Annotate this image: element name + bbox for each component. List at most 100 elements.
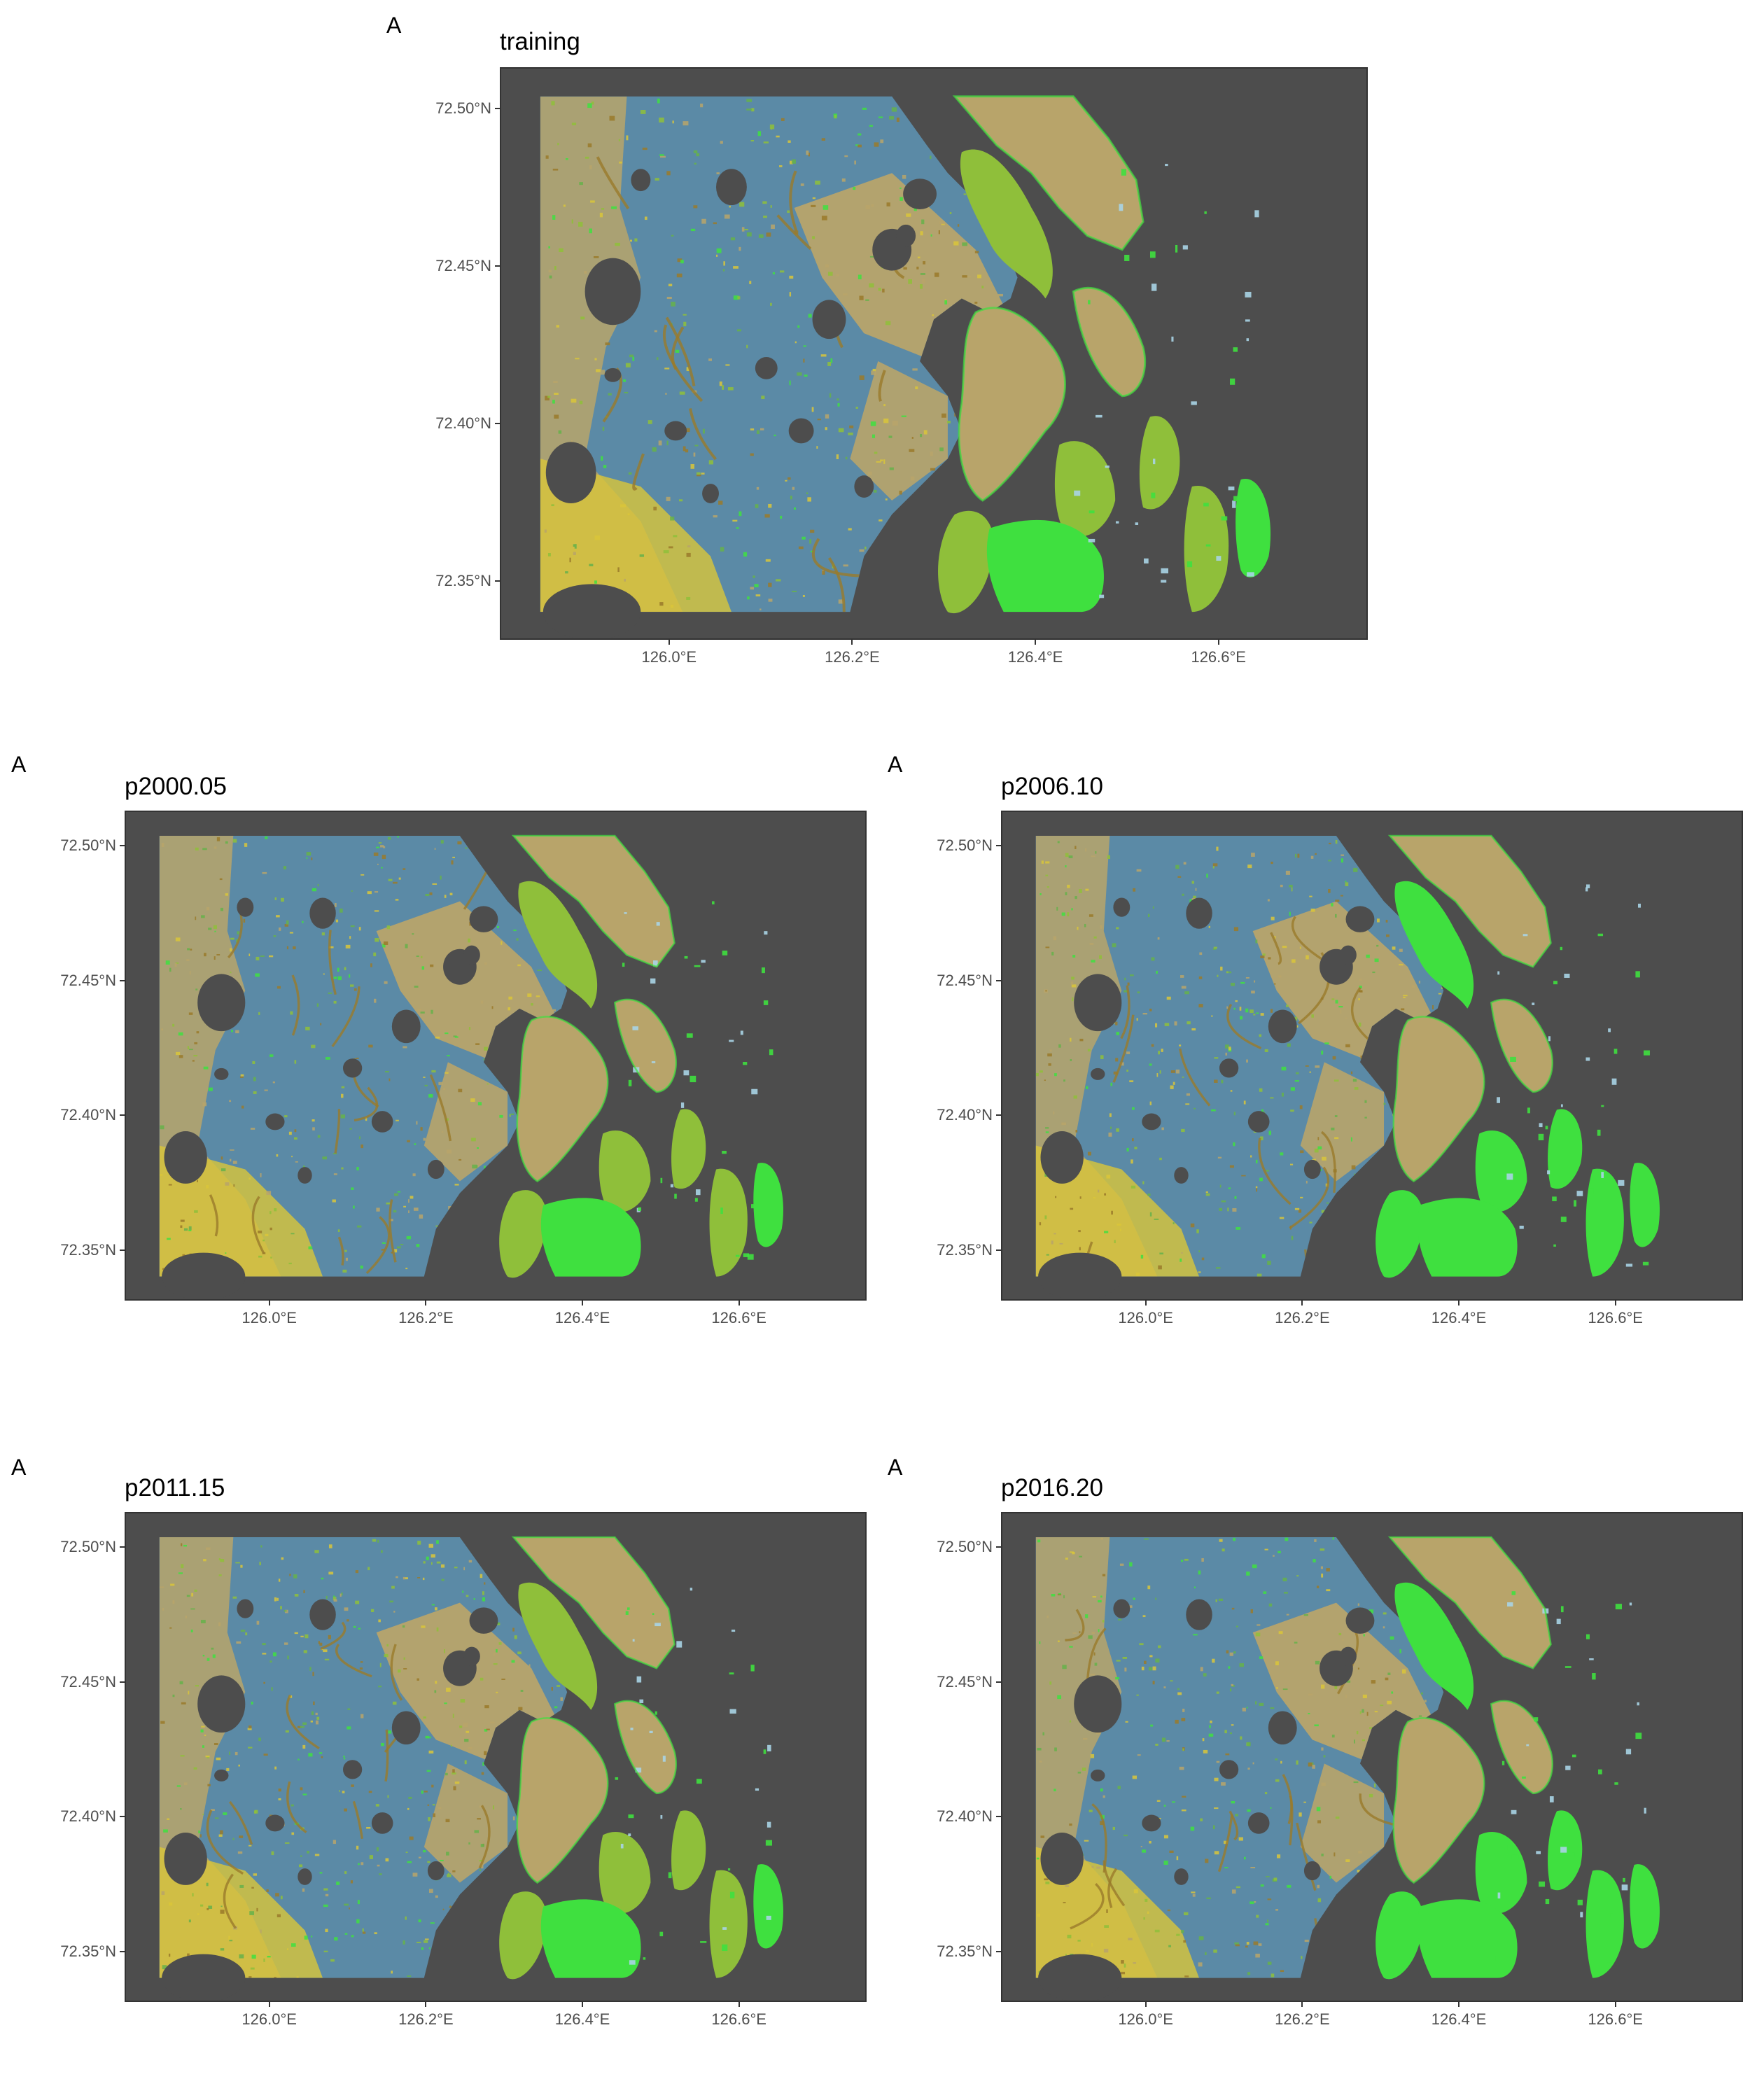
lake xyxy=(1268,1711,1297,1745)
island xyxy=(540,1198,641,1277)
panel-tag: A xyxy=(888,1455,903,1480)
lake xyxy=(371,1812,393,1834)
island xyxy=(1054,441,1116,538)
lake xyxy=(469,906,498,932)
islet xyxy=(1574,1200,1577,1207)
x-tick-mark xyxy=(1458,1301,1460,1306)
islet xyxy=(766,1915,771,1920)
lake xyxy=(427,1159,444,1180)
islet xyxy=(1151,284,1157,291)
lake xyxy=(1142,1814,1161,1832)
lake xyxy=(463,1646,480,1666)
islet xyxy=(650,978,656,984)
islet xyxy=(1510,1056,1516,1063)
islet xyxy=(690,1588,693,1591)
islet xyxy=(1216,556,1222,561)
lake xyxy=(1091,1769,1105,1782)
x-tick-label: 126.4°E xyxy=(1431,2010,1487,2028)
islet xyxy=(670,1184,674,1188)
lake xyxy=(237,1599,254,1618)
panel-title: p2006.10 xyxy=(1001,773,1103,800)
islet xyxy=(1507,1844,1513,1850)
islet xyxy=(1614,1782,1618,1785)
lake xyxy=(1091,1068,1105,1080)
lake xyxy=(309,897,336,929)
islet xyxy=(1560,1606,1564,1613)
y-tick-mark xyxy=(120,979,125,981)
islet xyxy=(1598,1769,1602,1774)
islet xyxy=(1552,1196,1557,1202)
islet xyxy=(755,1788,760,1791)
island xyxy=(1236,479,1271,578)
lake xyxy=(1303,1861,1321,1881)
panel-tag: A xyxy=(11,752,27,777)
islet xyxy=(1643,1050,1650,1056)
islet xyxy=(626,1607,630,1610)
islet xyxy=(615,1777,619,1780)
lake xyxy=(164,1131,207,1184)
islet xyxy=(700,1941,707,1943)
map-plot-area xyxy=(1001,811,1743,1301)
lake xyxy=(1040,1833,1084,1885)
islet xyxy=(764,931,768,935)
lake xyxy=(1186,897,1212,929)
islet xyxy=(1632,1178,1635,1185)
x-tick-mark xyxy=(1301,2002,1303,2007)
islet xyxy=(1228,486,1235,491)
map-plot-area xyxy=(125,811,867,1301)
lake xyxy=(854,475,874,498)
x-tick-mark xyxy=(851,640,853,645)
islet xyxy=(1586,884,1590,888)
islet xyxy=(1576,1191,1583,1196)
islet xyxy=(695,1189,701,1196)
islet xyxy=(1532,1002,1535,1005)
islet xyxy=(1539,1123,1543,1128)
island xyxy=(1548,1109,1583,1189)
island xyxy=(671,1109,706,1189)
islet xyxy=(643,1957,646,1960)
y-tick-mark xyxy=(996,1249,1001,1251)
islet xyxy=(1580,1912,1583,1918)
lake xyxy=(1113,897,1130,917)
y-tick-label: 72.50°N xyxy=(60,836,116,855)
y-tick-mark xyxy=(495,422,500,424)
y-tick-mark xyxy=(495,107,500,109)
islet xyxy=(1536,1851,1541,1854)
islet xyxy=(1625,1749,1632,1755)
lake xyxy=(427,1861,444,1881)
islet xyxy=(1171,336,1174,342)
lake xyxy=(1074,974,1122,1032)
islet xyxy=(763,1749,766,1754)
islet xyxy=(1232,500,1236,508)
island xyxy=(518,881,598,1009)
islet xyxy=(701,960,706,963)
lake xyxy=(162,1954,246,2001)
islet xyxy=(632,1026,638,1030)
islet xyxy=(1074,490,1081,496)
lake xyxy=(371,1111,393,1133)
islet xyxy=(654,1711,657,1715)
islet xyxy=(1577,1899,1583,1905)
y-tick-mark xyxy=(996,845,1001,847)
lake xyxy=(237,897,254,917)
island xyxy=(1394,881,1474,1009)
island xyxy=(959,307,1065,500)
x-tick-mark xyxy=(1458,2002,1460,2007)
islet xyxy=(638,1207,642,1211)
y-tick-label: 72.35°N xyxy=(937,1240,993,1259)
islet xyxy=(1625,1264,1633,1267)
island xyxy=(753,1864,783,1949)
y-tick-label: 72.45°N xyxy=(937,971,993,989)
y-tick-label: 72.40°N xyxy=(937,1807,993,1826)
x-tick-mark xyxy=(1144,1301,1147,1306)
lake xyxy=(1142,1113,1161,1130)
lake xyxy=(1247,1812,1270,1834)
islet xyxy=(1553,981,1558,985)
islet xyxy=(1635,1732,1642,1740)
lake xyxy=(265,1814,285,1832)
island xyxy=(1390,836,1551,967)
islet xyxy=(1124,254,1130,261)
lake xyxy=(1113,1599,1130,1618)
y-tick-label: 72.40°N xyxy=(60,1106,116,1124)
lake xyxy=(214,1068,229,1080)
